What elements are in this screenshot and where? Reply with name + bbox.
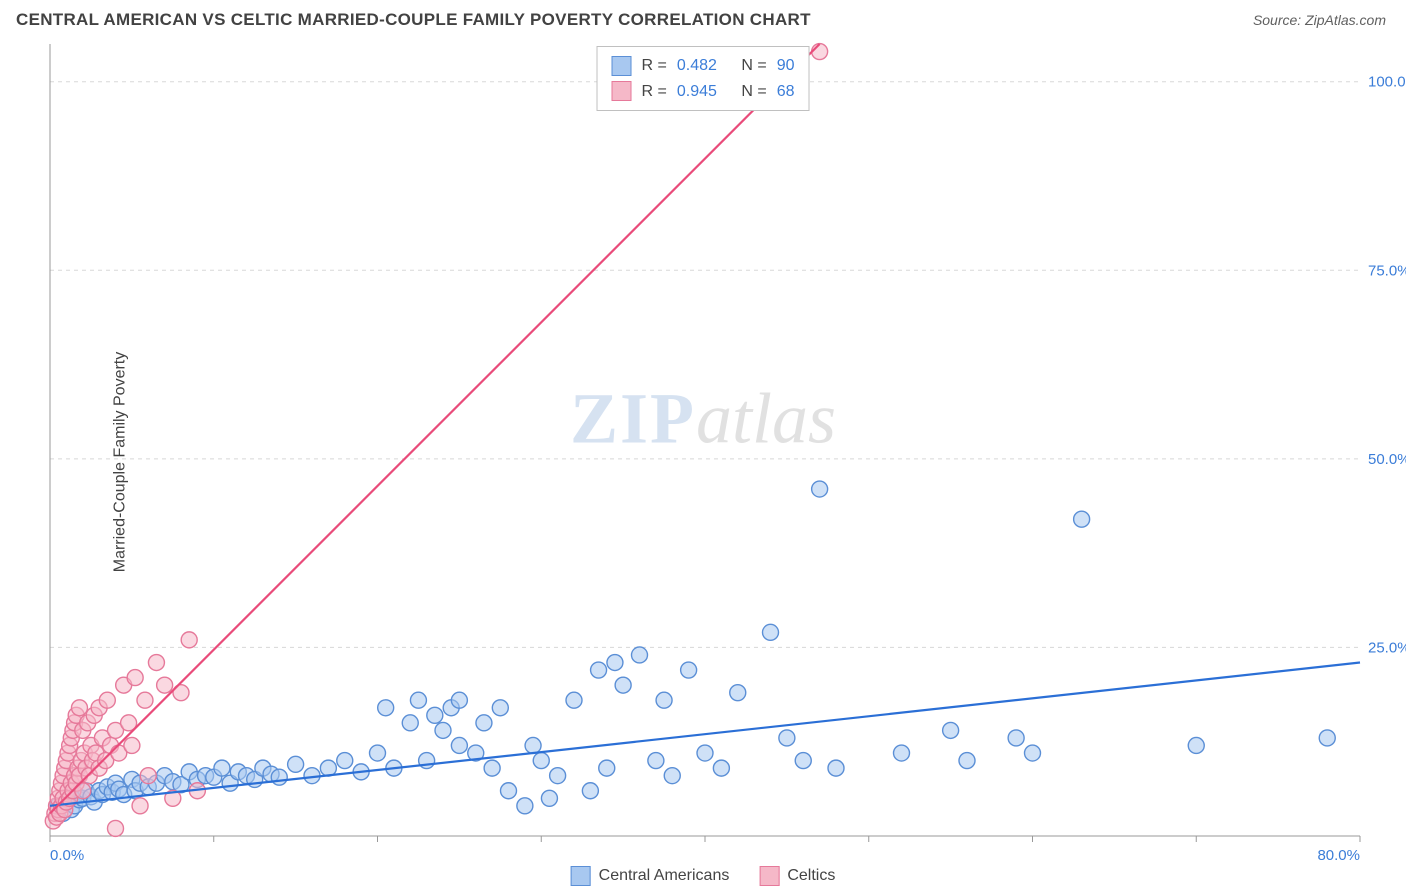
legend-label-1: Celtics	[787, 867, 835, 885]
legend: Central Americans Celtics	[571, 866, 836, 886]
svg-text:100.0%: 100.0%	[1368, 74, 1406, 91]
chart-container: Married-Couple Family Poverty ZIPatlas 2…	[0, 36, 1406, 888]
swatch-series-1	[612, 81, 632, 101]
svg-text:50.0%: 50.0%	[1368, 451, 1406, 468]
legend-swatch-1	[759, 866, 779, 886]
swatch-series-0	[612, 56, 632, 76]
svg-text:25.0%: 25.0%	[1368, 639, 1406, 656]
source-attribution: Source: ZipAtlas.com	[1253, 12, 1386, 28]
legend-swatch-0	[571, 866, 591, 886]
legend-item-0: Central Americans	[571, 866, 730, 886]
stats-row-series-1: R = 0.945 N = 68	[612, 79, 795, 105]
stats-box: R = 0.482 N = 90 R = 0.945 N = 68	[597, 46, 810, 111]
svg-text:75.0%: 75.0%	[1368, 262, 1406, 279]
chart-title: CENTRAL AMERICAN VS CELTIC MARRIED-COUPL…	[16, 10, 811, 30]
legend-label-0: Central Americans	[599, 867, 730, 885]
svg-text:0.0%: 0.0%	[50, 847, 84, 864]
svg-text:80.0%: 80.0%	[1317, 847, 1360, 864]
scatter-chart: 25.0% 50.0% 75.0% 100.0% 0.0% 80.0%	[0, 36, 1406, 888]
stats-row-series-0: R = 0.482 N = 90	[612, 53, 795, 79]
legend-item-1: Celtics	[759, 866, 835, 886]
